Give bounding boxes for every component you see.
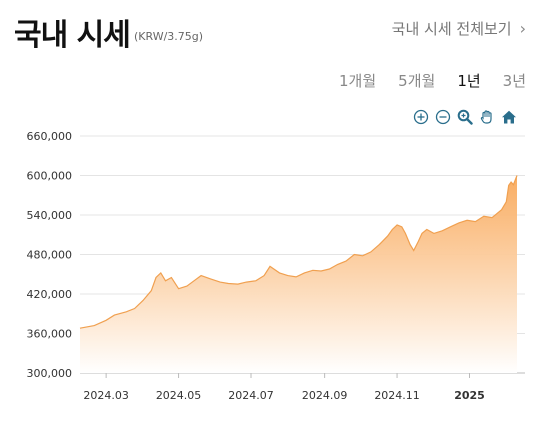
period-tab[interactable]: 3년 xyxy=(502,72,526,90)
page-title: 국내 시세 xyxy=(14,18,131,53)
period-tab[interactable]: 5개월 xyxy=(398,72,436,90)
zoom-in-icon[interactable] xyxy=(412,108,430,126)
y-tick-label: 480,000 xyxy=(27,249,73,262)
zoom-out-icon[interactable] xyxy=(434,108,452,126)
y-tick-label: 600,000 xyxy=(27,170,73,183)
x-tick-label: 2024.09 xyxy=(302,389,348,402)
x-tick-label: 2024.05 xyxy=(156,389,202,402)
y-tick-label: 420,000 xyxy=(27,288,73,301)
y-tick-label: 300,000 xyxy=(27,367,73,380)
x-tick-label: 2024.07 xyxy=(228,389,274,402)
y-tick-label: 660,000 xyxy=(27,130,73,143)
view-all-link[interactable]: 국내 시세 전체보기 › xyxy=(392,18,526,39)
x-tick-label: 2025 xyxy=(454,389,485,402)
view-all-label: 국내 시세 전체보기 xyxy=(391,20,512,38)
price-line xyxy=(79,175,518,329)
period-tabs: 1개월 5개월 1년 3년 xyxy=(339,70,526,91)
chart-toolbar xyxy=(412,108,518,126)
x-tick-label: 2024.11 xyxy=(374,389,420,402)
unit-label: (KRW/3.75g) xyxy=(134,30,204,43)
period-tab[interactable]: 1개월 xyxy=(339,72,377,90)
y-tick-label: 540,000 xyxy=(27,209,73,222)
home-icon[interactable] xyxy=(500,108,518,126)
price-area xyxy=(80,175,517,373)
magnifier-icon[interactable] xyxy=(456,108,474,126)
y-tick-label: 360,000 xyxy=(27,328,73,341)
chevron-right-icon: › xyxy=(519,19,526,38)
x-tick-label: 2024.03 xyxy=(83,389,129,402)
period-tab[interactable]: 1년 xyxy=(457,72,481,90)
pan-hand-icon[interactable] xyxy=(478,108,496,126)
